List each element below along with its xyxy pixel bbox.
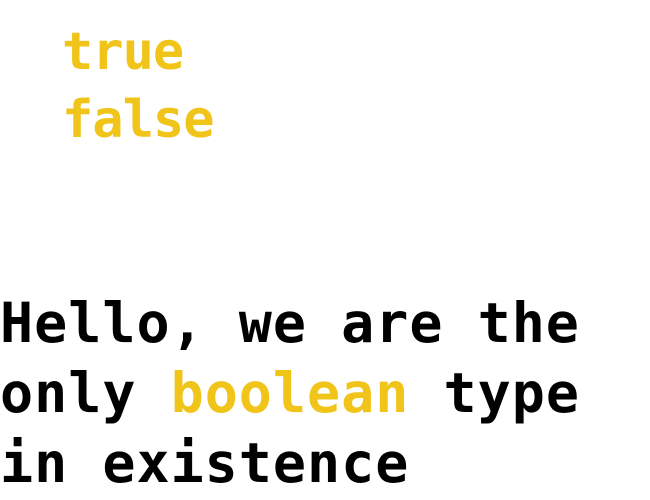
message-line-3: in existence xyxy=(0,431,410,495)
message-line-2-before: only xyxy=(0,361,171,425)
highlight-word: boolean xyxy=(170,361,410,425)
value-true: true xyxy=(62,22,184,82)
value-false: false xyxy=(62,90,215,150)
message-text: Hello, we are the only boolean type in e… xyxy=(0,288,580,498)
message-line-2-after: type xyxy=(409,361,580,425)
boolean-values: true false xyxy=(62,18,215,154)
message-line-1: Hello, we are the xyxy=(0,291,580,355)
